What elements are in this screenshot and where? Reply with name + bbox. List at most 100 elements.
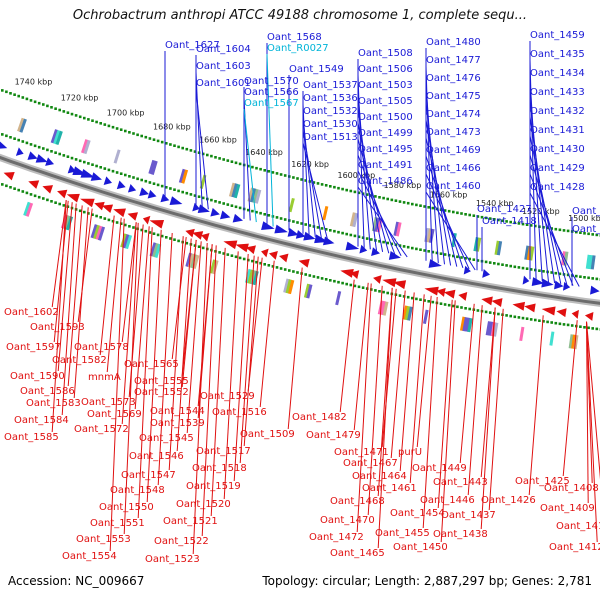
ring-dot bbox=[398, 294, 402, 297]
ring-dot bbox=[300, 222, 303, 225]
ring-dot bbox=[324, 184, 328, 187]
ring-dot bbox=[292, 220, 295, 223]
feature-labels: Oant_1627Oant_1604Oant_1603Oant_1601Oant… bbox=[4, 30, 600, 565]
ring-dot bbox=[50, 150, 53, 153]
ring-dot bbox=[579, 231, 582, 234]
ring-dot bbox=[83, 116, 86, 120]
gene-label: Oant_1545 bbox=[139, 433, 194, 444]
ring-dot bbox=[275, 172, 279, 175]
ring-dot bbox=[37, 101, 41, 105]
ring-dot bbox=[554, 321, 558, 325]
ring-dot bbox=[554, 227, 558, 231]
accession-text: Accession: NC_009667 bbox=[8, 574, 145, 588]
ring-dot bbox=[357, 285, 361, 289]
ring-dot bbox=[95, 214, 98, 218]
ring-dot bbox=[443, 209, 447, 212]
ring-dot bbox=[402, 201, 406, 204]
gene-label: Oant_1508 bbox=[358, 48, 413, 59]
gene-label: Oant_1455 bbox=[375, 528, 430, 539]
gene-label: Oant_1503 bbox=[358, 80, 413, 91]
ring-dot bbox=[42, 147, 45, 150]
feature-block bbox=[81, 139, 89, 154]
ring-dot bbox=[529, 268, 533, 271]
ring-dot bbox=[509, 314, 512, 318]
ring-dot bbox=[398, 200, 402, 203]
ring-dot bbox=[333, 279, 336, 283]
ring-dot bbox=[378, 196, 381, 199]
ring-dot bbox=[337, 280, 340, 284]
ring-dot bbox=[501, 263, 504, 266]
feature-block bbox=[97, 226, 106, 241]
gene-label: Oant_1518 bbox=[192, 463, 247, 474]
leader-line bbox=[53, 200, 69, 343]
ring-dot bbox=[251, 165, 254, 169]
ring-dot bbox=[542, 226, 545, 229]
leader-line bbox=[134, 226, 150, 410]
ring-dot bbox=[259, 211, 262, 215]
ring-dot bbox=[472, 258, 476, 261]
ring-dot bbox=[505, 264, 508, 267]
ring-dot bbox=[218, 201, 221, 204]
ring-dot bbox=[509, 220, 512, 224]
ring-dot bbox=[423, 299, 426, 302]
leader-line bbox=[399, 292, 415, 472]
ring-dot bbox=[238, 256, 242, 260]
ring-dot bbox=[119, 172, 123, 175]
feature-block bbox=[50, 129, 58, 144]
reverse-gene-arrow bbox=[235, 243, 249, 253]
reverse-gene-arrow bbox=[80, 198, 95, 208]
ring-dot bbox=[341, 281, 344, 285]
ring-dot bbox=[279, 217, 283, 220]
forward-gene-arrow bbox=[274, 224, 288, 234]
ring-dot bbox=[29, 99, 33, 102]
ring-dot bbox=[386, 241, 389, 245]
ring-dot bbox=[386, 291, 389, 295]
gene-label: Oant_1500 bbox=[358, 112, 413, 123]
ring-dot bbox=[538, 319, 541, 322]
feature-block bbox=[493, 322, 499, 337]
reverse-gene-arrow bbox=[127, 212, 138, 221]
forward-gene-arrow bbox=[428, 259, 442, 268]
forward-gene-arrow bbox=[287, 227, 299, 237]
ring-dot bbox=[17, 188, 20, 192]
ring-dot bbox=[42, 197, 45, 200]
ring-dot bbox=[570, 324, 574, 327]
ring-dot bbox=[390, 198, 394, 202]
feature-block bbox=[464, 317, 471, 332]
leader-line bbox=[243, 256, 259, 447]
ring-dot bbox=[591, 233, 594, 236]
ring-dot bbox=[99, 122, 102, 125]
feature-block bbox=[322, 205, 329, 221]
gene-label: Oant_1553 bbox=[76, 534, 131, 545]
gene-label: Oant_1427 bbox=[477, 204, 532, 215]
ring-dot bbox=[324, 228, 328, 231]
ring-dot bbox=[534, 318, 537, 322]
gene-label: Oant_1506 bbox=[358, 64, 413, 75]
leader-line bbox=[480, 307, 496, 530]
ring-dot bbox=[197, 245, 201, 248]
ring-dot bbox=[263, 263, 266, 266]
ring-dot bbox=[562, 323, 566, 326]
gene-label: Oant_1469 bbox=[426, 145, 481, 156]
leader-line bbox=[440, 300, 456, 543]
ring-dot bbox=[370, 194, 373, 197]
ring-dot bbox=[345, 282, 348, 286]
ring-dot bbox=[132, 176, 135, 179]
ring-dot bbox=[279, 267, 283, 270]
gene-label: Oant_1627 bbox=[165, 40, 220, 51]
ring-dot bbox=[29, 143, 33, 146]
gene-label: Oant_1573 bbox=[81, 397, 136, 408]
ring-dot bbox=[74, 114, 78, 117]
gene-label: Oant_1536 bbox=[303, 93, 358, 104]
feature-block bbox=[122, 234, 130, 249]
forward-gene-arrow bbox=[160, 193, 170, 203]
gene-label: Oant_1412 bbox=[549, 542, 600, 553]
feature-block bbox=[395, 222, 402, 237]
ring-dot bbox=[374, 289, 377, 292]
ring-dot bbox=[349, 283, 353, 287]
forward-gene-arrow bbox=[80, 169, 95, 178]
gene-label: Oant_1446 bbox=[420, 495, 475, 506]
ring-dot bbox=[370, 238, 373, 241]
forward-gene-arrow bbox=[562, 281, 571, 291]
